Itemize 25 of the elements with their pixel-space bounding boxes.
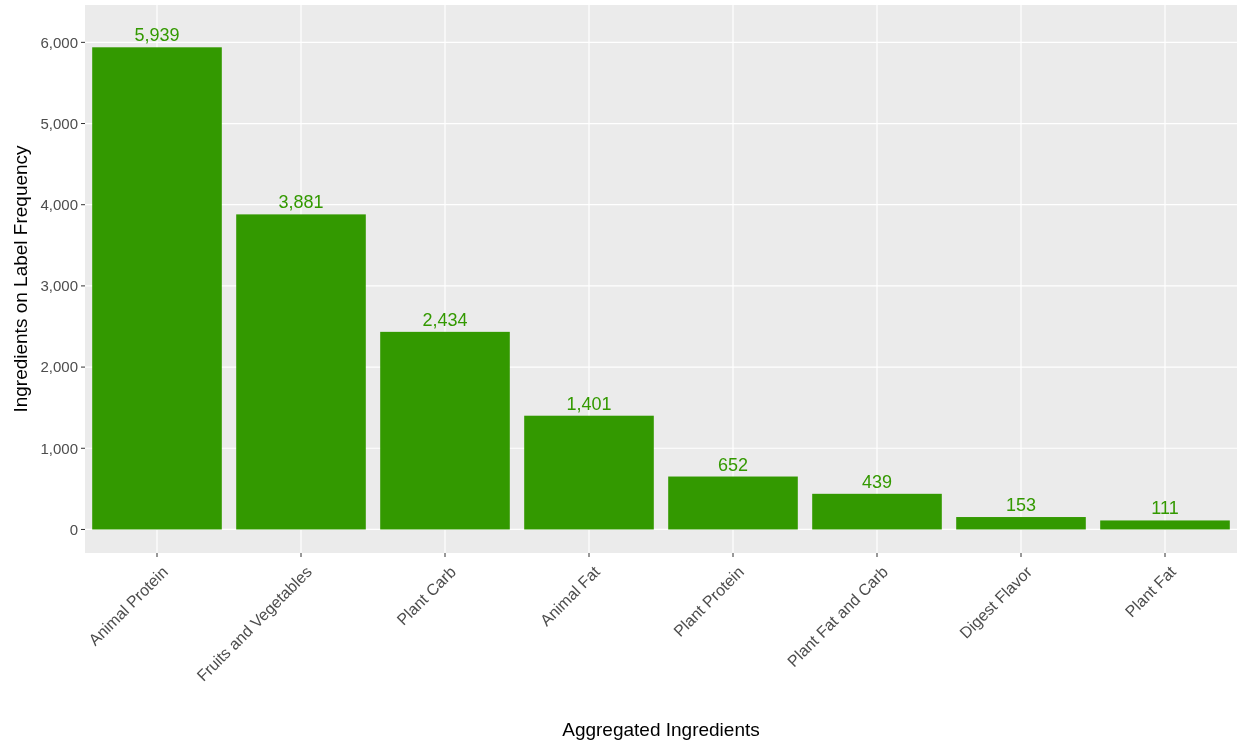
- data-label: 3,881: [278, 192, 324, 213]
- data-label: 1,401: [566, 393, 612, 414]
- data-label: 5,939: [134, 25, 180, 46]
- y-tick-label: 2,000: [40, 358, 78, 376]
- data-label: 111: [1151, 498, 1179, 519]
- y-tick-label: 1,000: [40, 439, 78, 457]
- bar: [956, 517, 1086, 530]
- data-label: 652: [717, 454, 749, 475]
- x-axis-title: Aggregated Ingredients: [562, 719, 760, 740]
- bar: [812, 493, 942, 530]
- data-label: 153: [1005, 495, 1037, 516]
- y-tick-label: 4,000: [40, 195, 78, 213]
- bar: [524, 415, 654, 530]
- y-tick-label: 5,000: [40, 114, 78, 132]
- bar: [1100, 520, 1230, 530]
- y-tick-label: 0: [69, 520, 78, 538]
- y-axis-title: Ingredients on Label Frequency: [10, 144, 31, 413]
- bar: [380, 331, 510, 530]
- bar: [92, 47, 222, 530]
- data-label: 2,434: [422, 309, 468, 330]
- y-tick-label: 6,000: [40, 33, 78, 51]
- y-tick-label: 3,000: [40, 277, 78, 295]
- data-label: 439: [861, 471, 893, 492]
- bar: [668, 476, 798, 530]
- bar: [236, 214, 366, 530]
